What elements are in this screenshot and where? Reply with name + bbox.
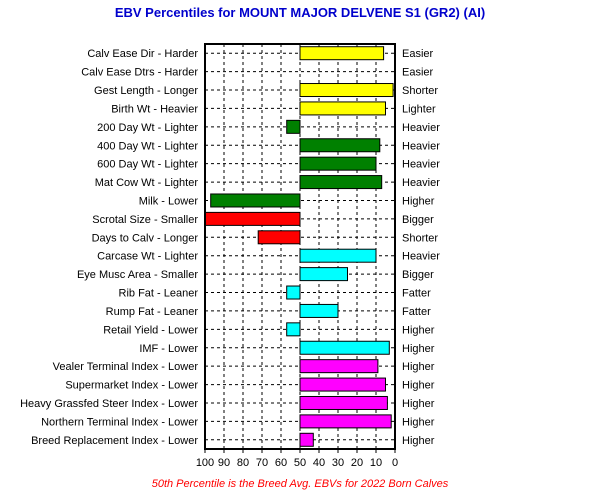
- category-label: IMF - Lower: [139, 343, 198, 355]
- bar: [299, 138, 381, 153]
- bar: [299, 101, 386, 116]
- direction-label: Higher: [402, 435, 435, 447]
- category-label: Retail Yield - Lower: [103, 324, 198, 336]
- category-label: 400 Day Wt - Lighter: [97, 140, 198, 152]
- direction-label: Fatter: [402, 288, 431, 300]
- category-label: Scrotal Size - Smaller: [92, 214, 198, 226]
- bar: [299, 175, 383, 190]
- direction-label: Easier: [402, 48, 434, 60]
- direction-label: Heavier: [402, 251, 440, 263]
- x-tick-label: 0: [392, 457, 398, 469]
- direction-label: Heavier: [402, 140, 440, 152]
- bar-layer: [204, 46, 394, 447]
- x-tick-label: 10: [370, 457, 382, 469]
- direction-label: Heavier: [402, 122, 440, 134]
- category-label: Rump Fat - Leaner: [106, 306, 199, 318]
- bar: [210, 193, 301, 208]
- bar: [299, 267, 348, 282]
- category-label: Rib Fat - Leaner: [119, 288, 199, 300]
- x-tick-label: 20: [351, 457, 363, 469]
- direction-label: Easier: [402, 67, 434, 79]
- bar: [286, 119, 301, 134]
- direction-label: Higher: [402, 380, 435, 392]
- label-layer: Calv Ease Dir - Harder Easier Calv Ease Dt…: [20, 48, 440, 469]
- bar: [299, 303, 339, 318]
- direction-label: Heavier: [402, 159, 440, 171]
- category-label: Supermarket Index - Lower: [65, 380, 198, 392]
- bar: [299, 395, 388, 410]
- bar: [299, 359, 379, 374]
- category-label: Mat Cow Wt - Lighter: [95, 177, 199, 189]
- direction-label: Shorter: [402, 85, 438, 97]
- x-tick-label: 50: [294, 457, 306, 469]
- bar: [204, 211, 301, 226]
- category-label: Heavy Grassfed Steer Index - Lower: [20, 398, 198, 410]
- bar: [299, 248, 377, 263]
- direction-label: Fatter: [402, 306, 431, 318]
- bar: [257, 230, 301, 245]
- category-label: Days to Calv - Longer: [92, 232, 199, 244]
- category-label: Milk - Lower: [139, 195, 199, 207]
- direction-label: Higher: [402, 416, 435, 428]
- x-tick-label: 90: [218, 457, 230, 469]
- bar: [299, 156, 377, 171]
- bar: [299, 46, 385, 61]
- direction-label: Higher: [402, 195, 435, 207]
- bar: [299, 340, 390, 355]
- direction-label: Higher: [402, 361, 435, 373]
- chart-title: EBV Percentiles for MOUNT MAJOR DELVENE …: [115, 5, 485, 20]
- x-tick-label: 100: [196, 457, 214, 469]
- x-tick-label: 70: [256, 457, 268, 469]
- chart-footnote: 50th Percentile is the Breed Avg. EBVs f…: [152, 478, 449, 490]
- bar: [286, 322, 301, 337]
- category-label: Vealer Terminal Index - Lower: [53, 361, 199, 373]
- bar: [299, 377, 386, 392]
- direction-label: Higher: [402, 324, 435, 336]
- category-label: Calv Ease Dir - Harder: [87, 48, 198, 60]
- x-tick-label: 80: [237, 457, 249, 469]
- bar: [299, 432, 314, 447]
- direction-label: Shorter: [402, 232, 438, 244]
- bar: [299, 414, 392, 429]
- direction-label: Bigger: [402, 269, 434, 281]
- direction-label: Heavier: [402, 177, 440, 189]
- category-label: Eye Musc Area - Smaller: [77, 269, 198, 281]
- category-label: 600 Day Wt - Lighter: [97, 159, 198, 171]
- category-label: Birth Wt - Heavier: [111, 103, 198, 115]
- direction-label: Lighter: [402, 103, 436, 115]
- x-tick-label: 40: [313, 457, 325, 469]
- category-label: Carcase Wt - Lighter: [97, 251, 198, 263]
- category-label: Breed Replacement Index - Lower: [31, 435, 198, 447]
- category-label: Gest Length - Longer: [94, 85, 198, 97]
- bar: [299, 83, 394, 98]
- direction-label: Higher: [402, 343, 435, 355]
- x-tick-label: 30: [332, 457, 344, 469]
- category-label: 200 Day Wt - Lighter: [97, 122, 198, 134]
- direction-label: Higher: [402, 398, 435, 410]
- x-tick-label: 60: [275, 457, 287, 469]
- category-label: Northern Terminal Index - Lower: [41, 416, 198, 428]
- direction-label: Bigger: [402, 214, 434, 226]
- category-label: Calv Ease Dtrs - Harder: [81, 67, 198, 79]
- bar: [286, 285, 301, 300]
